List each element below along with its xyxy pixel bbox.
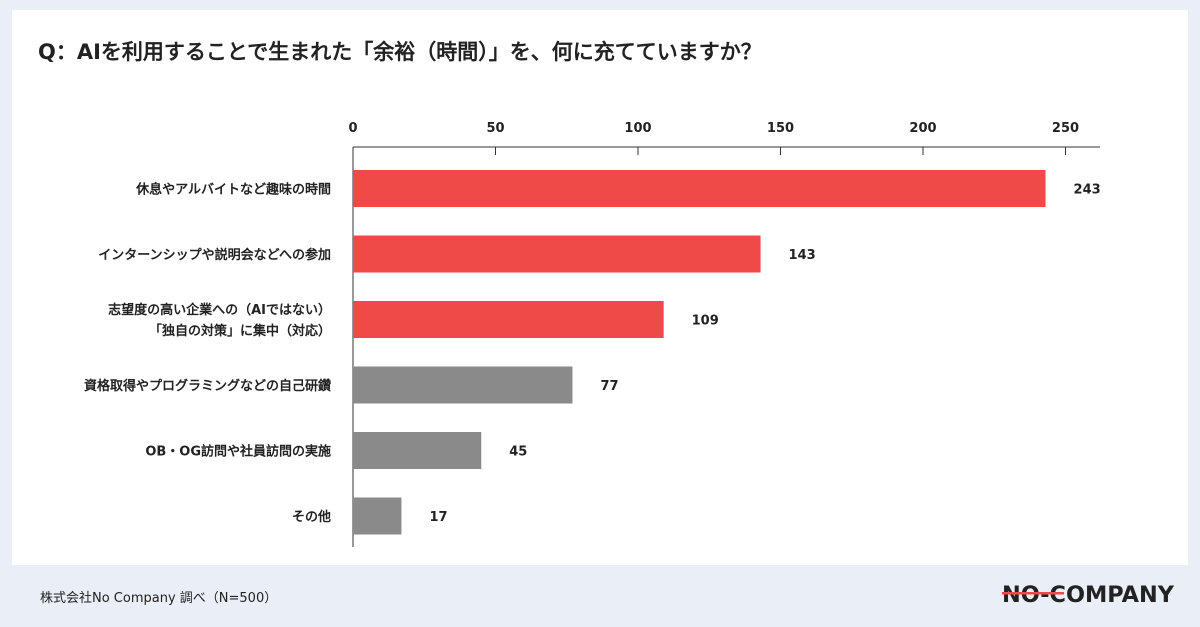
data-label: 45 [509, 445, 527, 460]
category-label: 休息やアルバイトなど趣味の時間 [135, 182, 331, 198]
category-label: 「独自の対策」に集中（対応） [149, 323, 331, 339]
category-label: インターンシップや説明会などへの参加 [98, 247, 331, 263]
bar [353, 301, 664, 338]
data-label: 109 [692, 314, 719, 329]
bar [353, 497, 402, 535]
data-label: 17 [429, 510, 447, 525]
category-label: 志望度の高い企業への（AIではない） [108, 302, 331, 318]
bar [353, 235, 761, 273]
x-tick-label: 0 [348, 121, 357, 136]
x-tick-label: 150 [767, 121, 794, 136]
chart-card [12, 10, 1188, 565]
x-tick-label: 250 [1052, 121, 1079, 136]
chart-title: Q：AIを利用することで生まれた「余裕（時間）」を、何に充てていますか？ [38, 40, 762, 64]
category-label: 資格取得やプログラミングなどの自己研鑽 [84, 378, 331, 394]
x-tick-label: 100 [624, 121, 651, 136]
data-label: 77 [600, 379, 618, 394]
x-tick-label: 200 [909, 121, 936, 136]
x-tick-label: 50 [486, 121, 504, 136]
bar [353, 432, 482, 469]
svg-text:NO-COMPANY: NO-COMPANY [1002, 583, 1175, 606]
source-note: 株式会社No Company 調べ（N=500） [40, 591, 278, 606]
category-label: その他 [292, 509, 331, 525]
data-label: 243 [1074, 183, 1101, 198]
bar [353, 366, 573, 404]
bar [353, 170, 1046, 207]
company-logo: NO-COMPANY [1002, 583, 1175, 606]
category-label: OB・OG訪問や社員訪問の実施 [145, 444, 331, 460]
data-label: 143 [789, 248, 816, 263]
